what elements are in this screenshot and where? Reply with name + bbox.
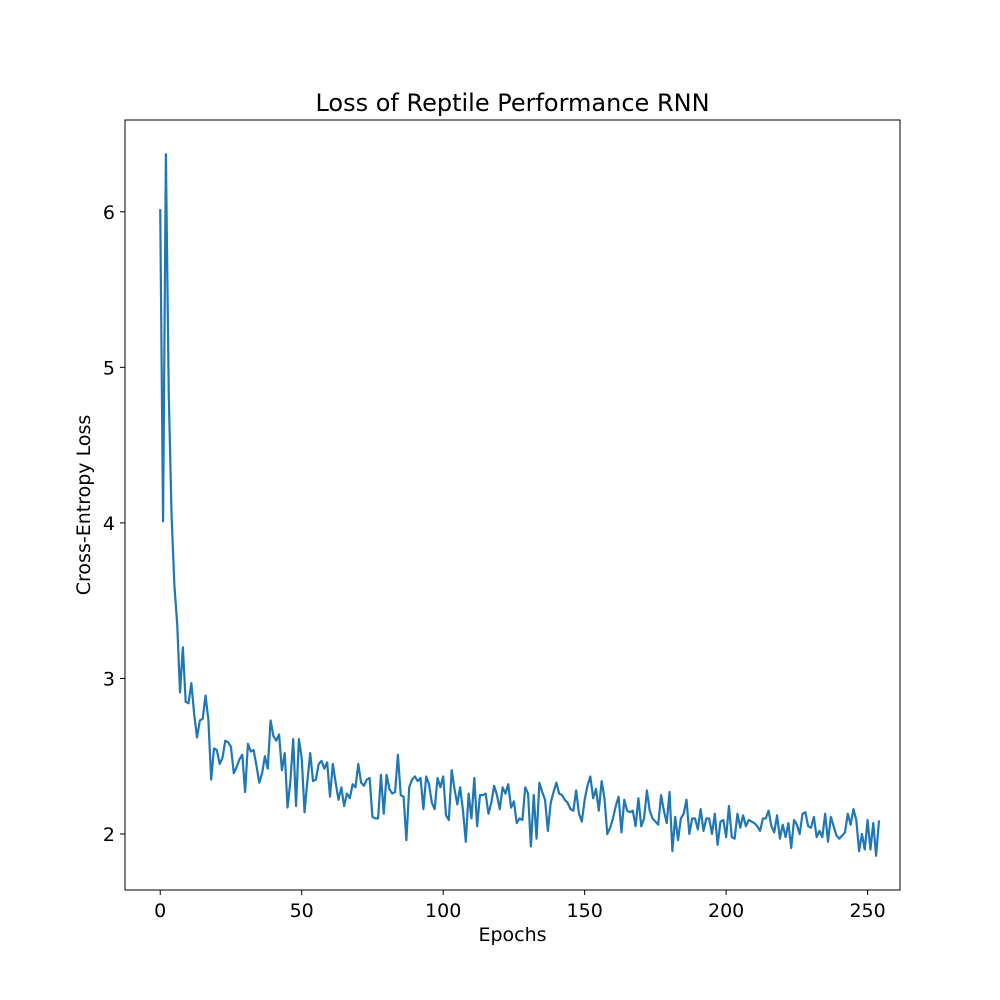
y-axis-label: Cross-Entropy Loss: [73, 415, 95, 595]
y-axis: 2 3 4 5 6: [103, 202, 125, 846]
y-tick-label: 6: [103, 202, 115, 224]
x-tick-label: 200: [708, 900, 744, 922]
x-tick-label: 150: [567, 900, 603, 922]
plot-frame: [124, 119, 901, 891]
x-axis: 0 50 100 150 200 250: [154, 890, 886, 922]
x-tick-label: 50: [290, 900, 314, 922]
x-axis-label: Epochs: [478, 924, 546, 946]
x-tick-label: 250: [849, 900, 885, 922]
y-tick-label: 5: [103, 357, 115, 379]
chart-title: Loss of Reptile Performance RNN: [315, 89, 709, 117]
y-tick-label: 4: [103, 513, 115, 535]
x-tick-label: 100: [425, 900, 461, 922]
x-tick-label: 0: [154, 900, 166, 922]
y-tick-label: 3: [103, 668, 115, 690]
series-line-0: [159, 153, 881, 857]
y-tick-label: 2: [103, 824, 115, 846]
series-layer: [159, 153, 881, 857]
